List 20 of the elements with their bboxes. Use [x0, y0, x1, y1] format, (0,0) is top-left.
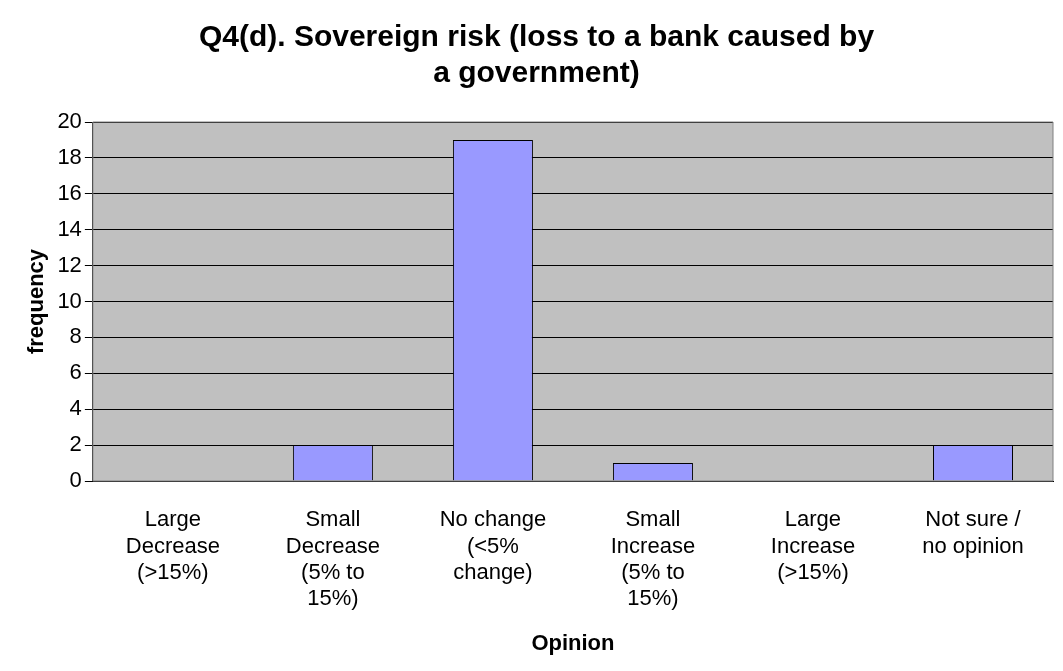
x-tick-label: Large Decrease (>15%): [125, 506, 220, 585]
chart-title: Q4(d). Sovereign risk (loss to a bank caused by a government): [198, 19, 875, 89]
y-tick-label: 2: [69, 431, 82, 457]
y-tick-label: 8: [69, 323, 82, 349]
y-tick-label: 12: [57, 251, 82, 277]
y-tick-label: 20: [57, 108, 82, 134]
y-tick-label: 6: [69, 359, 82, 385]
y-axis-title: frequency: [23, 248, 49, 355]
x-tick-label: Small Increase (5% to 15%): [610, 506, 696, 611]
y-tick-label: 16: [57, 179, 82, 205]
y-tick-label: 14: [57, 215, 82, 241]
x-tick-label: Not sure / no opinion: [922, 506, 1024, 558]
y-tick-label: 4: [69, 395, 82, 421]
y-tick-label: 10: [57, 287, 82, 313]
x-tick-label: Small Decrease (5% to 15%): [285, 506, 380, 611]
y-tick-label: 18: [57, 143, 82, 169]
x-tick-label: Large Increase (>15%): [770, 506, 856, 585]
x-tick-label: No change (<5% change): [439, 506, 547, 585]
x-axis-title: Opinion: [531, 629, 615, 655]
y-tick-label: 0: [69, 467, 82, 493]
